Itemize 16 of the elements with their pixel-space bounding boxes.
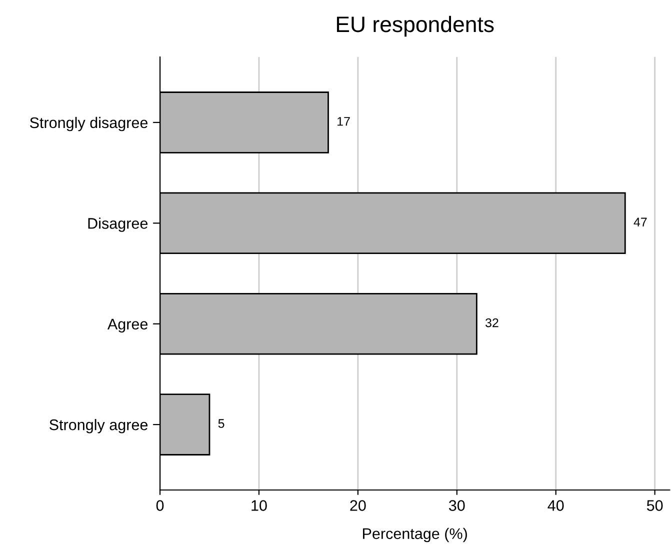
y-tick-label: Agree <box>107 318 148 333</box>
data-label: 47 <box>634 218 647 226</box>
data-label: 17 <box>338 117 350 126</box>
y-tick-label: Strongly disagree <box>30 116 148 132</box>
data-label: 5 <box>218 419 224 428</box>
x-tick-label: 50 <box>646 500 663 511</box>
y-tick-label: Strongly agree <box>50 419 148 434</box>
x-axis-title: Percentage (%) <box>363 528 467 542</box>
chart-title: EU respondents <box>336 16 494 37</box>
data-label: 32 <box>485 318 498 328</box>
x-tick-label: 10 <box>252 500 267 511</box>
x-tick-label: 30 <box>448 500 465 511</box>
x-tick-label: 40 <box>548 500 564 511</box>
y-tick-label: Disagree <box>88 218 148 232</box>
x-tick-label: 0 <box>156 500 164 511</box>
x-tick-label: 20 <box>350 500 366 511</box>
